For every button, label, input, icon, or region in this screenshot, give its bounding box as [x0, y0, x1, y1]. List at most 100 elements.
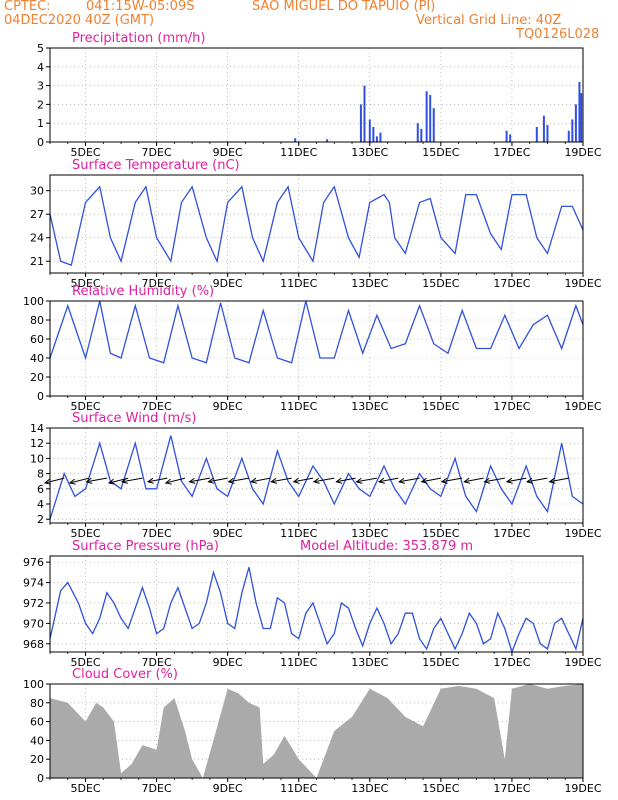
- x-tick-label: 19DEC: [564, 277, 601, 290]
- x-tick-label: 7DEC: [142, 146, 172, 159]
- y-tick-label: 24: [30, 232, 44, 245]
- wind-arrow-head: [120, 477, 128, 484]
- x-tick-label: 17DEC: [493, 782, 530, 795]
- precip-bar: [372, 126, 375, 142]
- wind-vector: [441, 477, 463, 483]
- y-tick-label: 4: [37, 498, 44, 511]
- x-tick-label: 15DEC: [422, 400, 459, 413]
- x-tick-label: 15DEC: [422, 656, 459, 669]
- precip-bar: [546, 125, 549, 142]
- wind-arrow-head: [398, 477, 406, 484]
- wind-arrow-head: [207, 477, 215, 484]
- precip-bar: [294, 138, 297, 142]
- wind-vector: [165, 477, 186, 484]
- wind-vector: [526, 477, 548, 483]
- wind-vector: [336, 477, 356, 483]
- x-tick-label: 11DEC: [280, 527, 317, 540]
- panel-frame: [49, 555, 584, 653]
- x-tick-label: 5DEC: [70, 146, 100, 159]
- precip-bar: [432, 108, 435, 142]
- header-model-id: TQ0126L028: [516, 27, 600, 42]
- wind-arrow-head: [505, 477, 513, 484]
- y-tick-label: 100: [23, 678, 44, 691]
- header-coords: 041:15W-05:09S: [86, 0, 195, 14]
- wind-arrow-head: [43, 478, 51, 485]
- y-tick-label: 100: [23, 295, 44, 308]
- x-tick-label: 17DEC: [493, 656, 530, 669]
- x-tick-label: 7DEC: [142, 400, 172, 413]
- wind-arrow-head: [355, 477, 363, 484]
- y-tick-label: 12: [30, 437, 44, 450]
- precip-bar: [571, 119, 574, 142]
- header-run: 04DEC2020 40Z (GMT): [4, 13, 155, 28]
- series-line: [49, 567, 584, 654]
- x-tick-label: 9DEC: [213, 782, 243, 795]
- x-tick-label: 13DEC: [351, 146, 388, 159]
- wind-vector: [108, 477, 129, 484]
- wind-arrow-head: [146, 477, 154, 484]
- precip-bar: [574, 104, 577, 142]
- panel-5: 968 970 972 974 976 5DEC 7DEC 9DEC 11DEC 13DEC 15D…: [23, 539, 602, 669]
- precip-bar: [535, 126, 538, 142]
- x-tick-label: 7DEC: [142, 277, 172, 290]
- wind-vector: [549, 477, 569, 483]
- precip-bar: [509, 134, 512, 142]
- precip-bar: [379, 132, 382, 142]
- y-tick-label: 968: [23, 638, 44, 651]
- y-tick-label: 0: [37, 390, 44, 403]
- wind-arrow-head: [292, 477, 300, 484]
- wind-arrow-head: [525, 477, 533, 484]
- wind-arrow-head: [227, 477, 235, 484]
- precip-bar: [359, 104, 362, 142]
- wind-vector: [121, 477, 143, 483]
- panel-title: Surface Wind (m/s): [72, 411, 196, 426]
- wind-arrow-head: [548, 477, 556, 484]
- panel-title: Surface Pressure (hPa): [72, 539, 219, 554]
- precip-bar: [363, 85, 366, 142]
- wind-vector: [356, 477, 377, 483]
- x-tick-label: 5DEC: [70, 656, 100, 669]
- header-org: CPTEC:: [4, 0, 51, 14]
- wind-vector: [208, 477, 228, 483]
- precip-bar: [326, 139, 329, 142]
- wind-vector: [313, 477, 335, 483]
- x-tick-label: 19DEC: [564, 656, 601, 669]
- x-tick-label: 9DEC: [213, 656, 243, 669]
- wind-arrow-head: [270, 477, 278, 484]
- wind-arrow-head: [249, 477, 258, 484]
- precip-bar: [416, 123, 419, 142]
- wind-vector: [464, 477, 484, 483]
- y-tick-label: 2: [37, 513, 44, 526]
- x-tick-label: 9DEC: [213, 400, 243, 413]
- panel-title: Surface Temperature (nC): [72, 158, 240, 173]
- wind-vector: [251, 477, 271, 483]
- x-tick-label: 11DEC: [280, 277, 317, 290]
- y-tick-label: 30: [30, 185, 44, 198]
- wind-vector: [378, 477, 399, 483]
- x-tick-label: 13DEC: [351, 782, 388, 795]
- x-tick-label: 15DEC: [422, 527, 459, 540]
- precip-bar: [429, 95, 432, 142]
- y-tick-label: 1: [37, 117, 44, 130]
- precip-bar: [542, 115, 545, 142]
- x-tick-label: 19DEC: [564, 146, 601, 159]
- y-tick-label: 40: [30, 734, 44, 747]
- y-tick-label: 4: [37, 61, 44, 74]
- panel-title: Precipitation (mm/h): [72, 31, 205, 46]
- wind-arrow-head: [440, 477, 448, 484]
- wind-vector: [506, 477, 527, 483]
- x-tick-label: 5DEC: [70, 527, 100, 540]
- wind-arrow-head: [377, 477, 385, 484]
- series-line: [49, 300, 584, 364]
- wind-vector: [147, 477, 168, 483]
- x-tick-label: 17DEC: [493, 277, 530, 290]
- x-tick-label: 9DEC: [213, 277, 243, 290]
- precip-bar: [368, 119, 371, 142]
- wind-arrow-head: [463, 477, 471, 484]
- x-tick-label: 17DEC: [493, 400, 530, 413]
- x-tick-label: 5DEC: [70, 400, 100, 413]
- precip-bar: [425, 91, 428, 142]
- y-tick-label: 40: [30, 352, 44, 365]
- x-tick-label: 13DEC: [351, 277, 388, 290]
- y-tick-label: 0: [37, 772, 44, 785]
